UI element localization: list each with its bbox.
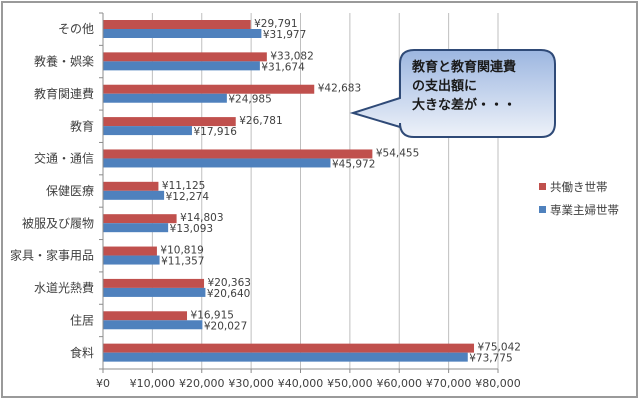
bar-dual-income — [103, 246, 157, 256]
x-tick-label: ¥30,000 — [228, 377, 274, 390]
callout-line-1: 教育と教育関連費 — [412, 60, 517, 75]
callout-bubble — [349, 49, 556, 138]
data-labels: ¥29,791¥31,977 ¥33,082¥31,674 ¥42,683 ¥24,9… — [160, 18, 521, 365]
bar-housewife — [103, 223, 169, 233]
data-label: ¥13,093 — [170, 223, 213, 235]
gridlines — [151, 13, 499, 369]
x-tick-label: ¥60,000 — [377, 377, 423, 390]
category-label: 教育関連費 — [34, 86, 94, 101]
bar-dual-income — [103, 52, 267, 62]
callout-line-3: 大きな差が・・・ — [412, 98, 517, 113]
bar-housewife — [103, 29, 262, 38]
x-tick-label: ¥50,000 — [327, 377, 373, 390]
callout-text: 教育と教育関連費 の支出額に 大きな差が・・・ — [412, 58, 552, 115]
callout-line-2: の支出額に — [412, 79, 478, 94]
legend-swatch-dual-income — [539, 183, 546, 190]
bar-dual-income — [103, 117, 236, 127]
data-label: ¥10,819 — [160, 245, 203, 257]
data-label: ¥33,082 — [270, 50, 313, 62]
legend-label-dual-income: 共働き世帯 — [550, 180, 608, 194]
bar-housewife — [103, 126, 192, 136]
legend-swatch-housewife — [539, 206, 546, 213]
data-label: ¥11,125 — [162, 180, 205, 192]
bar-dual-income — [103, 214, 177, 224]
data-label: ¥75,042 — [478, 342, 521, 354]
bar-housewife — [103, 320, 203, 330]
bar-dual-income — [103, 181, 159, 191]
data-label: ¥26,781 — [239, 115, 282, 127]
category-label: 保健医療 — [46, 184, 94, 198]
data-label: ¥16,915 — [191, 309, 234, 321]
bar-housewife — [103, 287, 206, 297]
data-label: ¥24,985 — [228, 94, 271, 106]
x-tick-label: ¥10,000 — [130, 377, 176, 390]
data-label: ¥73,775 — [469, 353, 512, 365]
bar-housewife — [103, 190, 165, 200]
category-label: 食料 — [70, 345, 94, 360]
category-label: 教養・娯楽 — [34, 54, 94, 69]
data-label: ¥11,357 — [161, 256, 204, 268]
category-label: 水道光熱費 — [34, 280, 94, 295]
data-label: ¥29,791 — [254, 18, 297, 30]
data-label: ¥20,027 — [204, 320, 247, 332]
category-labels: その他教養・娯楽教育関連費教育交通・通信保健医療被服及び履物家具・家事用品水道光… — [10, 22, 94, 360]
bar-dual-income — [103, 20, 251, 29]
bar-dual-income — [103, 343, 475, 353]
category-label: その他 — [58, 22, 94, 36]
x-tick-label: ¥80,000 — [475, 377, 521, 390]
bar-dual-income — [103, 84, 315, 94]
data-label: ¥42,683 — [318, 83, 361, 95]
data-label: ¥31,674 — [261, 61, 305, 73]
x-tick-label: ¥20,000 — [179, 377, 225, 390]
bar-housewife — [103, 93, 227, 103]
data-label: ¥20,640 — [207, 288, 250, 300]
data-label: ¥14,803 — [180, 212, 223, 224]
axes — [99, 12, 499, 373]
data-label: ¥17,916 — [193, 126, 237, 138]
data-label: ¥31,977 — [263, 29, 306, 41]
x-tick-label: ¥40,000 — [278, 377, 324, 390]
legend: 共働き世帯 専業主婦世帯 — [539, 180, 619, 217]
category-label: 交通・通信 — [34, 151, 94, 166]
bar-housewife — [103, 61, 260, 71]
category-label: 被服及び履物 — [22, 216, 94, 230]
bar-housewife — [103, 255, 160, 265]
data-label: ¥20,363 — [208, 277, 251, 289]
data-label: ¥45,972 — [332, 158, 375, 170]
bar-housewife — [103, 352, 468, 362]
category-label: 住居 — [70, 313, 94, 327]
bar-dual-income — [103, 149, 373, 159]
x-tick-label: ¥70,000 — [426, 377, 472, 390]
bars — [103, 20, 475, 362]
x-axis-tick-labels: ¥0 ¥10,000 ¥20,000 ¥30,000 ¥40,000 ¥50,000 ¥60… — [96, 377, 521, 390]
data-label: ¥12,274 — [166, 191, 210, 203]
data-label: ¥54,455 — [376, 147, 419, 159]
category-label: 教育 — [70, 118, 94, 133]
bar-dual-income — [103, 311, 188, 321]
category-label: 家具・家事用品 — [10, 248, 94, 263]
bar-housewife — [103, 158, 331, 168]
bar-dual-income — [103, 278, 205, 288]
legend-label-housewife: 専業主婦世帯 — [550, 203, 619, 217]
x-tick-label: ¥0 — [96, 377, 110, 390]
